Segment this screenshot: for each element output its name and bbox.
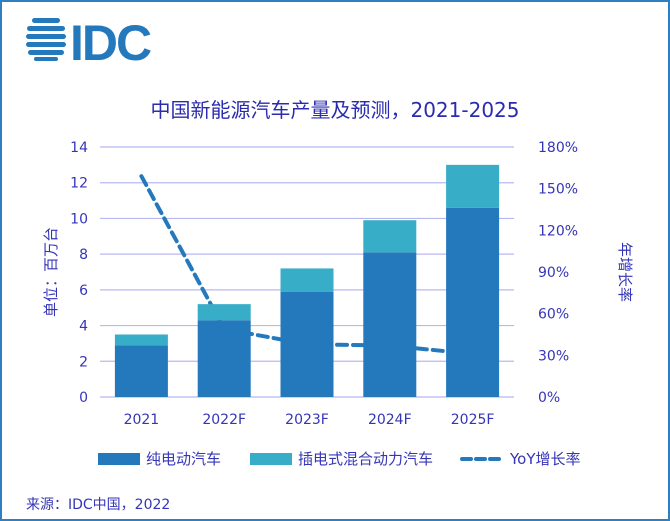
y2-axis-label: 年增长率 [616,242,634,302]
svg-text:IDC: IDC [70,16,151,62]
legend-label: 插电式混合动力汽车 [298,450,434,468]
y2-tick-label: 0% [538,390,560,406]
y-tick-label: 4 [79,319,88,335]
legend-item-phev: 插电式混合动力汽车 [250,448,433,469]
bar-bev [197,320,251,397]
y-tick-label: 10 [70,211,88,227]
x-tick-label: 2021 [124,412,160,428]
bar-bev [363,252,417,397]
bar-phev [446,164,500,208]
idc-logo: IDC [26,16,153,62]
source-note: 来源：IDC中国，2022 [26,497,171,513]
x-tick-label: 2025F [451,412,495,428]
x-tick-label: 2023F [285,412,329,428]
legend-label: YoY增长率 [510,450,581,468]
bar-bev [280,291,334,397]
legend-label: 纯电动汽车 [146,450,222,468]
y-tick-label: 2 [79,354,88,370]
y-axis-label: 单位：百万台 [42,227,60,317]
bar-phev [114,334,168,346]
legend-swatch-bev [98,452,140,465]
y2-tick-label: 180% [538,140,578,156]
bar-phev [197,304,251,321]
legend-item-bev: 纯电动汽车 [98,448,221,469]
x-tick-label: 2022F [202,412,246,428]
y2-tick-label: 90% [538,265,569,281]
legend-swatch-yoy [460,456,504,461]
bar-bev [446,207,500,397]
y2-tick-label: 60% [538,307,569,323]
y-tick-label: 6 [79,283,88,299]
chart-title: 中国新能源汽车产量及预测，2021-2025 [150,98,520,122]
y-tick-label: 14 [70,140,88,156]
y2-tick-label: 120% [538,223,578,239]
y-tick-label: 12 [70,176,88,192]
legend-swatch-phev [250,452,292,465]
legend-item-yoy: YoY增长率 [460,448,581,469]
x-tick-label: 2024F [368,412,412,428]
y-tick-label: 0 [79,390,88,406]
y2-tick-label: 30% [538,348,569,364]
bar-phev [363,220,417,253]
bar-phev [280,268,334,292]
y2-tick-label: 150% [538,182,578,198]
y-tick-label: 8 [79,247,88,263]
bar-bev [114,345,168,397]
